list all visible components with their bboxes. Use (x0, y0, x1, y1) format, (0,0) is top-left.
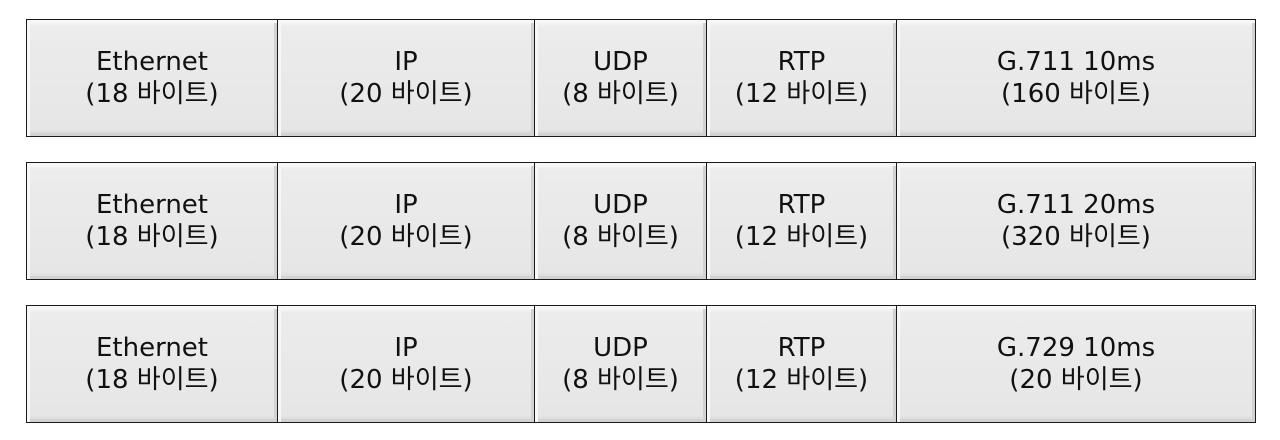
packet-row-g711-20ms: Ethernet (18 바이트) IP (20 바이트) UDP (8 바이트… (26, 162, 1256, 280)
cell-label: UDP (593, 190, 648, 220)
packet-row-g711-10ms: Ethernet (18 바이트) IP (20 바이트) UDP (8 바이트… (26, 19, 1256, 137)
cell-size: (18 바이트) (85, 222, 219, 252)
rtp-header-cell: RTP (12 바이트) (707, 20, 897, 136)
cell-label: RTP (777, 47, 826, 77)
payload-cell: G.711 20ms (320 바이트) (897, 163, 1255, 279)
payload-cell: G.729 10ms (20 바이트) (897, 306, 1255, 422)
ip-header-cell: IP (20 바이트) (278, 163, 535, 279)
cell-label: IP (394, 47, 418, 77)
cell-size: (12 바이트) (734, 79, 869, 109)
cell-size: (20 바이트) (1009, 365, 1143, 395)
packet-row-g729-10ms: Ethernet (18 바이트) IP (20 바이트) UDP (8 바이트… (26, 305, 1256, 423)
cell-size: (8 바이트) (562, 79, 679, 109)
payload-cell: G.711 10ms (160 바이트) (897, 20, 1255, 136)
cell-size: (20 바이트) (339, 222, 473, 252)
udp-header-cell: UDP (8 바이트) (535, 20, 707, 136)
cell-label: Ethernet (96, 47, 208, 77)
cell-label: G.711 10ms (996, 47, 1156, 77)
ethernet-header-cell: Ethernet (18 바이트) (27, 163, 278, 279)
cell-size: (8 바이트) (562, 365, 679, 395)
rtp-header-cell: RTP (12 바이트) (707, 306, 897, 422)
ip-header-cell: IP (20 바이트) (278, 20, 535, 136)
rtp-header-cell: RTP (12 바이트) (707, 163, 897, 279)
cell-label: IP (394, 333, 418, 363)
cell-label: RTP (777, 333, 826, 363)
cell-size: (320 바이트) (1001, 222, 1151, 252)
cell-size: (8 바이트) (562, 222, 679, 252)
cell-size: (12 바이트) (734, 222, 869, 252)
cell-size: (160 바이트) (1001, 79, 1151, 109)
cell-label: IP (394, 190, 418, 220)
cell-label: UDP (593, 47, 648, 77)
cell-label: Ethernet (96, 333, 208, 363)
cell-size: (18 바이트) (85, 79, 219, 109)
cell-size: (18 바이트) (85, 365, 219, 395)
cell-label: RTP (777, 190, 826, 220)
cell-label: G.729 10ms (996, 333, 1156, 363)
cell-size: (20 바이트) (339, 365, 473, 395)
ethernet-header-cell: Ethernet (18 바이트) (27, 306, 278, 422)
ip-header-cell: IP (20 바이트) (278, 306, 535, 422)
cell-label: Ethernet (96, 190, 208, 220)
cell-label: G.711 20ms (996, 190, 1156, 220)
udp-header-cell: UDP (8 바이트) (535, 163, 707, 279)
cell-label: UDP (593, 333, 648, 363)
cell-size: (12 바이트) (734, 365, 869, 395)
ethernet-header-cell: Ethernet (18 바이트) (27, 20, 278, 136)
cell-size: (20 바이트) (339, 79, 473, 109)
udp-header-cell: UDP (8 바이트) (535, 306, 707, 422)
